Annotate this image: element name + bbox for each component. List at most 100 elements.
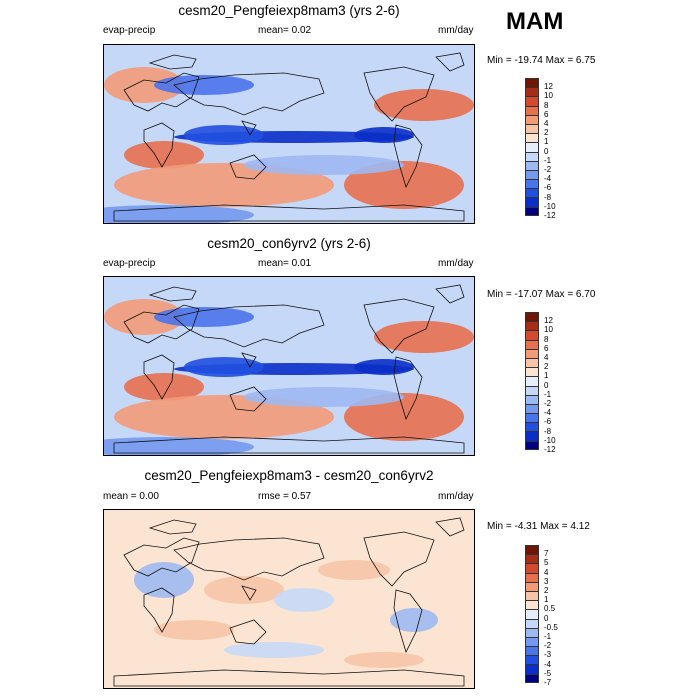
panel-1-title: cesm20_Pengfeiexp8mam3 (yrs 2-6) (178, 3, 400, 18)
coastline (393, 356, 423, 421)
colorbar-label: -1 (544, 155, 552, 165)
coastline (143, 122, 175, 168)
coastline (229, 619, 267, 645)
colorbar-label: -7 (544, 678, 552, 687)
field-region (124, 141, 204, 169)
field-region (224, 642, 324, 658)
coastline (241, 352, 257, 368)
colorbar-swatch (525, 197, 539, 207)
colorbar-swatch (525, 385, 539, 395)
coastline (363, 298, 435, 354)
panel-1-minmax: Min = -19.74 Max = 6.75 (487, 55, 596, 66)
panel-2-variable-label: evap-precip (103, 258, 156, 269)
coastline (123, 304, 200, 344)
colorbar-label: -2 (544, 641, 552, 651)
panel-1-map (103, 44, 475, 224)
field-region (244, 155, 404, 175)
coastline (148, 54, 197, 70)
colorbar-swatch (525, 357, 539, 368)
colorbar-label: 6 (544, 343, 549, 353)
field-region (114, 163, 334, 207)
colorbar-label: 0.5 (544, 604, 556, 614)
colorbar-swatch (525, 78, 539, 88)
colorbar-swatch (525, 563, 539, 573)
colorbar-swatch (525, 160, 539, 170)
coastline (113, 204, 465, 222)
field-region (154, 75, 254, 95)
colorbar-swatch (525, 339, 539, 349)
colorbar-swatch (525, 394, 539, 404)
colorbar-label: -2 (544, 399, 552, 408)
field-region (390, 608, 438, 632)
coastline (393, 589, 423, 654)
field-region (244, 387, 404, 407)
colorbar-label: -1 (544, 632, 552, 641)
colorbar-swatch (525, 636, 539, 647)
coastline (113, 436, 465, 454)
colorbar-label: 2 (544, 128, 549, 138)
colorbar-label: -1 (544, 389, 552, 399)
colorbar-label: 1 (544, 371, 549, 381)
panel-3-units-label: mm/day (438, 491, 474, 502)
colorbar-label: 10 (544, 325, 553, 335)
colorbar-swatch (525, 545, 539, 555)
colorbar-swatch (525, 133, 539, 143)
colorbar-label: 2 (544, 586, 549, 595)
field-region (274, 588, 334, 612)
colorbar-label: 3 (544, 576, 549, 586)
panel-3-colorbar (525, 545, 539, 683)
colorbar-swatch (525, 142, 539, 152)
panel-3-map (103, 509, 475, 689)
colorbar-label: -10 (544, 201, 556, 211)
colorbar-swatch (525, 618, 539, 628)
field-region (134, 562, 194, 598)
field-region (354, 359, 414, 375)
panel-1-mean-label: mean= 0.02 (258, 25, 312, 36)
colorbar-swatch (525, 403, 539, 414)
colorbar-label: 8 (544, 334, 549, 344)
colorbar-label: 4 (544, 119, 549, 128)
colorbar-label: -0.5 (544, 622, 558, 632)
colorbar-label: 12 (544, 316, 553, 326)
colorbar-label: 0 (544, 380, 549, 390)
coastline (123, 72, 200, 112)
coastline (435, 52, 465, 72)
coastline (113, 669, 465, 687)
panel-1-colorbar (525, 78, 539, 216)
colorbar-label: 8 (544, 100, 549, 110)
colorbar-label: 1 (544, 137, 549, 147)
coastline (148, 286, 197, 302)
colorbar-label: -4 (544, 174, 552, 184)
panel-3-minmax: Min = -4.31 Max = 4.12 (487, 521, 590, 532)
colorbar-swatch (525, 609, 539, 619)
field-region (344, 161, 464, 209)
colorbar-label: 4 (544, 353, 549, 362)
colorbar-label: -6 (544, 417, 552, 427)
coastline (143, 354, 175, 400)
colorbar-swatch (525, 169, 539, 180)
colorbar-label: -6 (544, 183, 552, 193)
coastline (363, 531, 435, 587)
field-region (184, 357, 264, 377)
field-region (114, 395, 334, 439)
colorbar-label: 10 (544, 91, 553, 101)
colorbar-swatch (525, 348, 539, 358)
colorbar-label: -3 (544, 650, 552, 660)
colorbar-swatch (525, 627, 539, 637)
colorbar-swatch (525, 96, 539, 106)
coastline (173, 72, 325, 116)
panel-2-colorbar (525, 312, 539, 450)
coastline (241, 120, 257, 136)
colorbar-swatch (525, 581, 539, 591)
coastline (363, 66, 435, 122)
colorbar-swatch (525, 600, 539, 610)
colorbar-swatch (525, 105, 539, 115)
colorbar-swatch (525, 114, 539, 124)
field-region (374, 321, 474, 353)
colorbar-label: 1 (544, 595, 549, 605)
colorbar-label: 4 (544, 567, 549, 577)
colorbar-label: -8 (544, 192, 552, 202)
colorbar-swatch (525, 554, 539, 564)
panel-2-units-label: mm/day (438, 258, 474, 269)
coastline (393, 124, 423, 189)
